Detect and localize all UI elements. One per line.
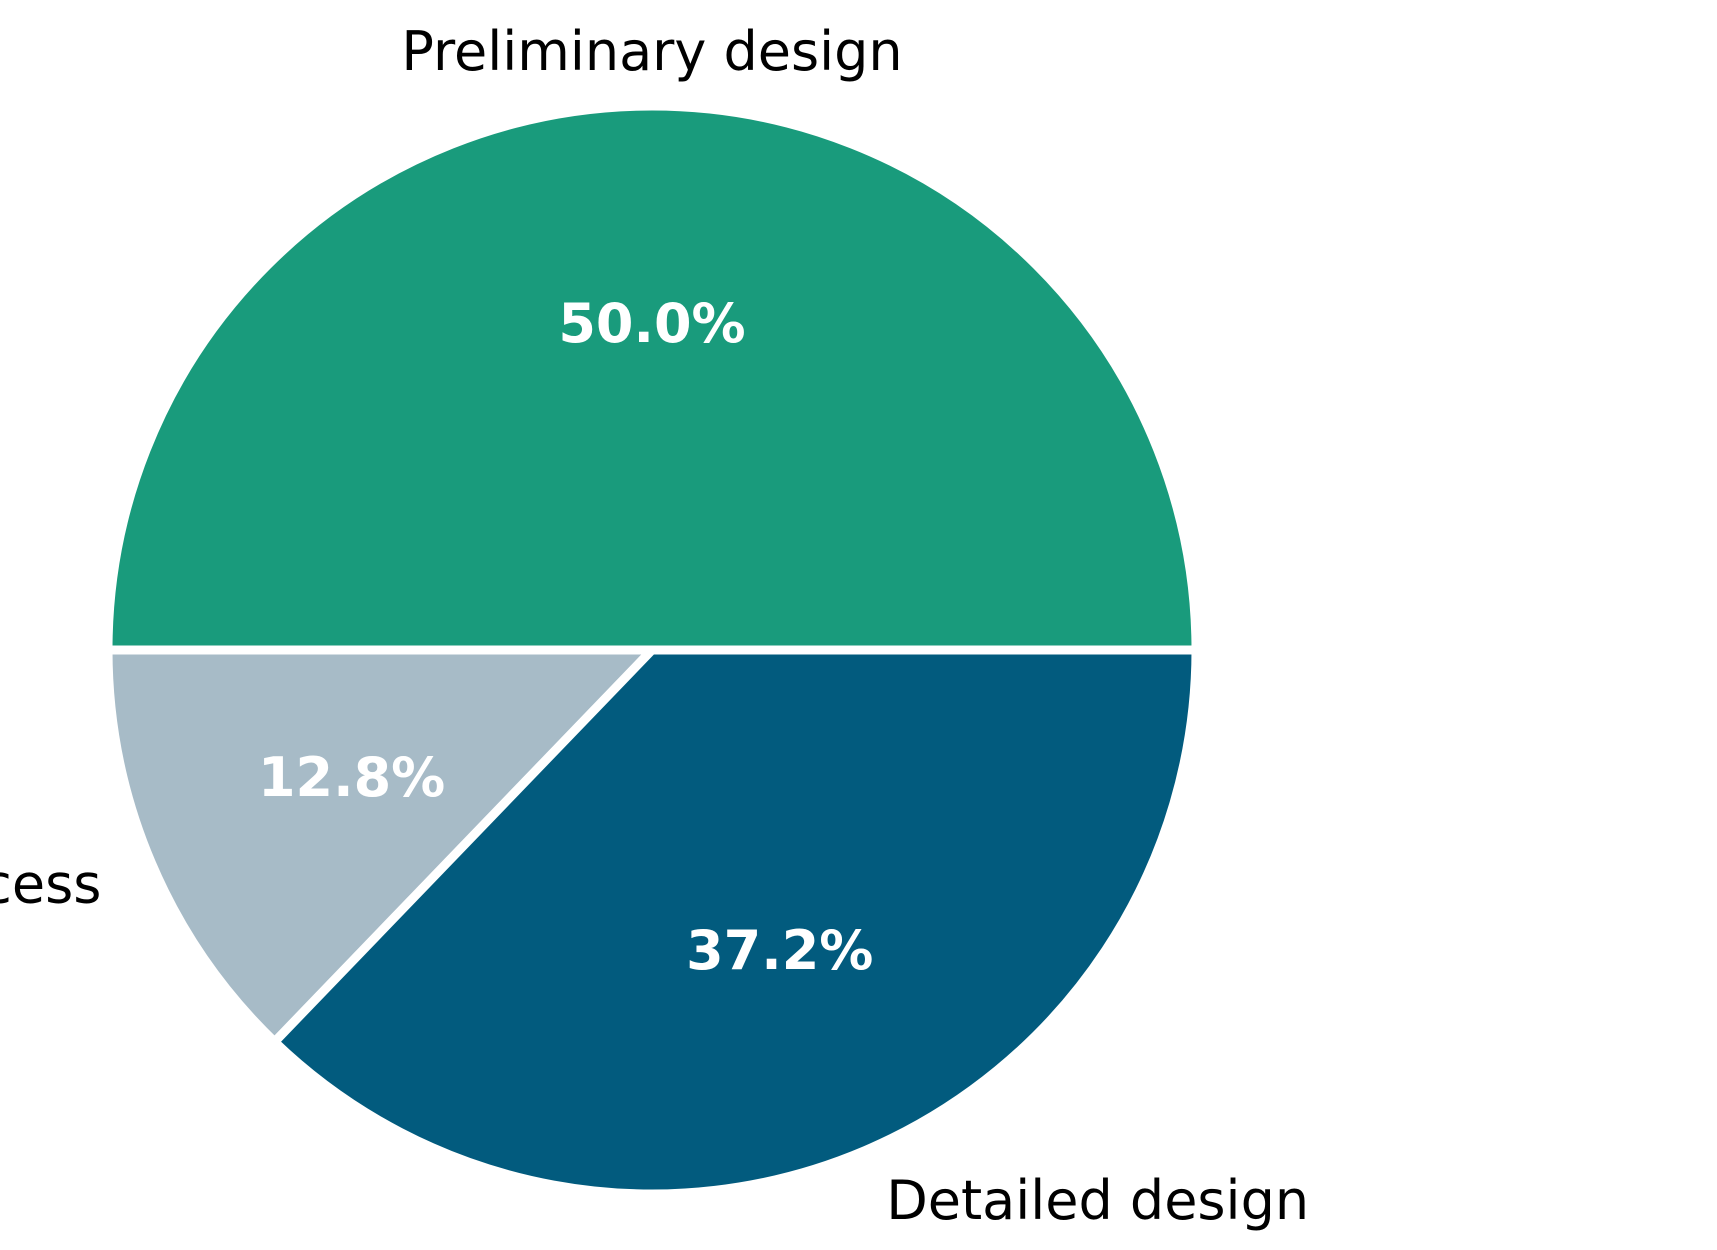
slice-label-detailed-design: Detailed design xyxy=(886,1169,1309,1232)
slice-label-two-staged-process: Two staged process xyxy=(0,853,101,916)
slice-label-preliminary-design: Preliminary design xyxy=(401,20,902,83)
pie-labels: 50.0% Preliminary design 12.8% Two staged p… xyxy=(0,20,1309,1232)
pie-slice-preliminary-design xyxy=(103,101,1201,655)
pie-slices xyxy=(103,101,1201,1199)
pct-label-preliminary-design: 50.0% xyxy=(558,292,745,355)
pie-slice-detailed-design xyxy=(268,645,1201,1199)
pct-label-detailed-design: 37.2% xyxy=(686,919,873,982)
pie-slice-two-staged-process xyxy=(103,645,663,1049)
pct-label-two-staged-process: 12.8% xyxy=(258,746,445,809)
